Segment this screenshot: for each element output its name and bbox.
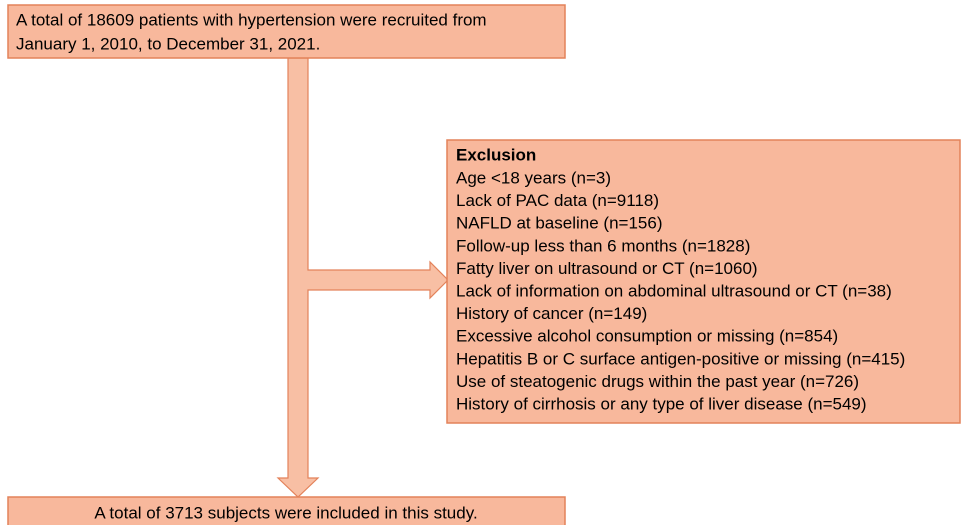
- exclusion-item: NAFLD at baseline (n=156): [456, 214, 662, 233]
- exclusion-title: Exclusion: [456, 145, 536, 164]
- exclusion-item: History of cancer (n=149): [456, 304, 647, 323]
- exclusion-item: Follow-up less than 6 months (n=1828): [456, 236, 750, 255]
- flow-arrows: [276, 57, 449, 498]
- start-box: [7, 4, 566, 59]
- start-text: A total of 18609 patients with hypertens…: [16, 10, 487, 29]
- exclusion-item: Hepatitis B or C surface antigen-positiv…: [456, 349, 905, 368]
- end-text: A total of 3713 subjects were included i…: [94, 503, 477, 522]
- exclusion-item: Age <18 years (n=3): [456, 168, 611, 187]
- exclusion-item: History of cirrhosis or any type of live…: [456, 394, 867, 413]
- exclusion-item: Use of steatogenic drugs within the past…: [456, 372, 859, 391]
- exclusion-item: Lack of PAC data (n=9118): [456, 191, 659, 210]
- exclusion-list: Age <18 years (n=3) Lack of PAC data (n=9…: [456, 168, 905, 413]
- exclusion-item: Lack of information on abdominal ultraso…: [456, 281, 892, 300]
- start-text: January 1, 2010, to December 31, 2021.: [16, 34, 320, 53]
- end-box: [7, 496, 566, 525]
- exclusion-item: Excessive alcohol consumption or missing…: [456, 327, 838, 346]
- exclusion-item: Fatty liver on ultrasound or CT (n=1060): [456, 259, 758, 278]
- exclusion-box: [446, 139, 961, 424]
